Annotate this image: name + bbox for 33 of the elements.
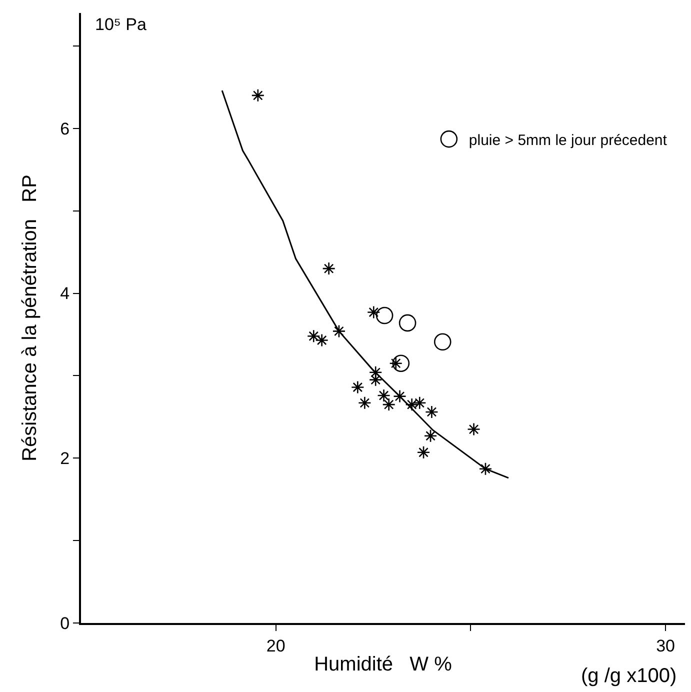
y-tick-label: 4 — [60, 284, 70, 304]
point — [376, 306, 394, 324]
point — [416, 446, 430, 460]
point — [332, 324, 346, 338]
point — [368, 373, 382, 386]
point — [424, 429, 438, 443]
point — [367, 306, 380, 319]
x-tick-label: 20 — [266, 636, 286, 656]
point — [467, 422, 480, 436]
y-tick-label: 0 — [60, 614, 70, 633]
point — [398, 314, 416, 332]
point — [393, 390, 406, 403]
legend-label: pluie > 5mm le jour précedent — [468, 132, 668, 149]
point — [306, 329, 320, 343]
point — [412, 396, 426, 410]
y-axis-title: Résistance à la pénétration RP — [19, 174, 42, 462]
annotation: 10⁵ Pa — [95, 15, 148, 34]
point — [251, 88, 265, 102]
point — [315, 334, 328, 347]
point — [351, 380, 364, 394]
point — [322, 262, 336, 276]
point — [405, 398, 418, 412]
y-tick-label: 2 — [60, 449, 70, 468]
point — [382, 398, 396, 412]
x-tick-label: 30 — [656, 636, 675, 656]
text: (g /g x100) — [581, 665, 677, 687]
point — [478, 462, 492, 476]
point — [434, 333, 452, 351]
y-tick-label: 6 — [60, 119, 70, 138]
point — [358, 396, 372, 410]
point — [377, 388, 390, 402]
x-axis-title: Humidité W % — [314, 653, 452, 676]
point — [425, 405, 438, 419]
